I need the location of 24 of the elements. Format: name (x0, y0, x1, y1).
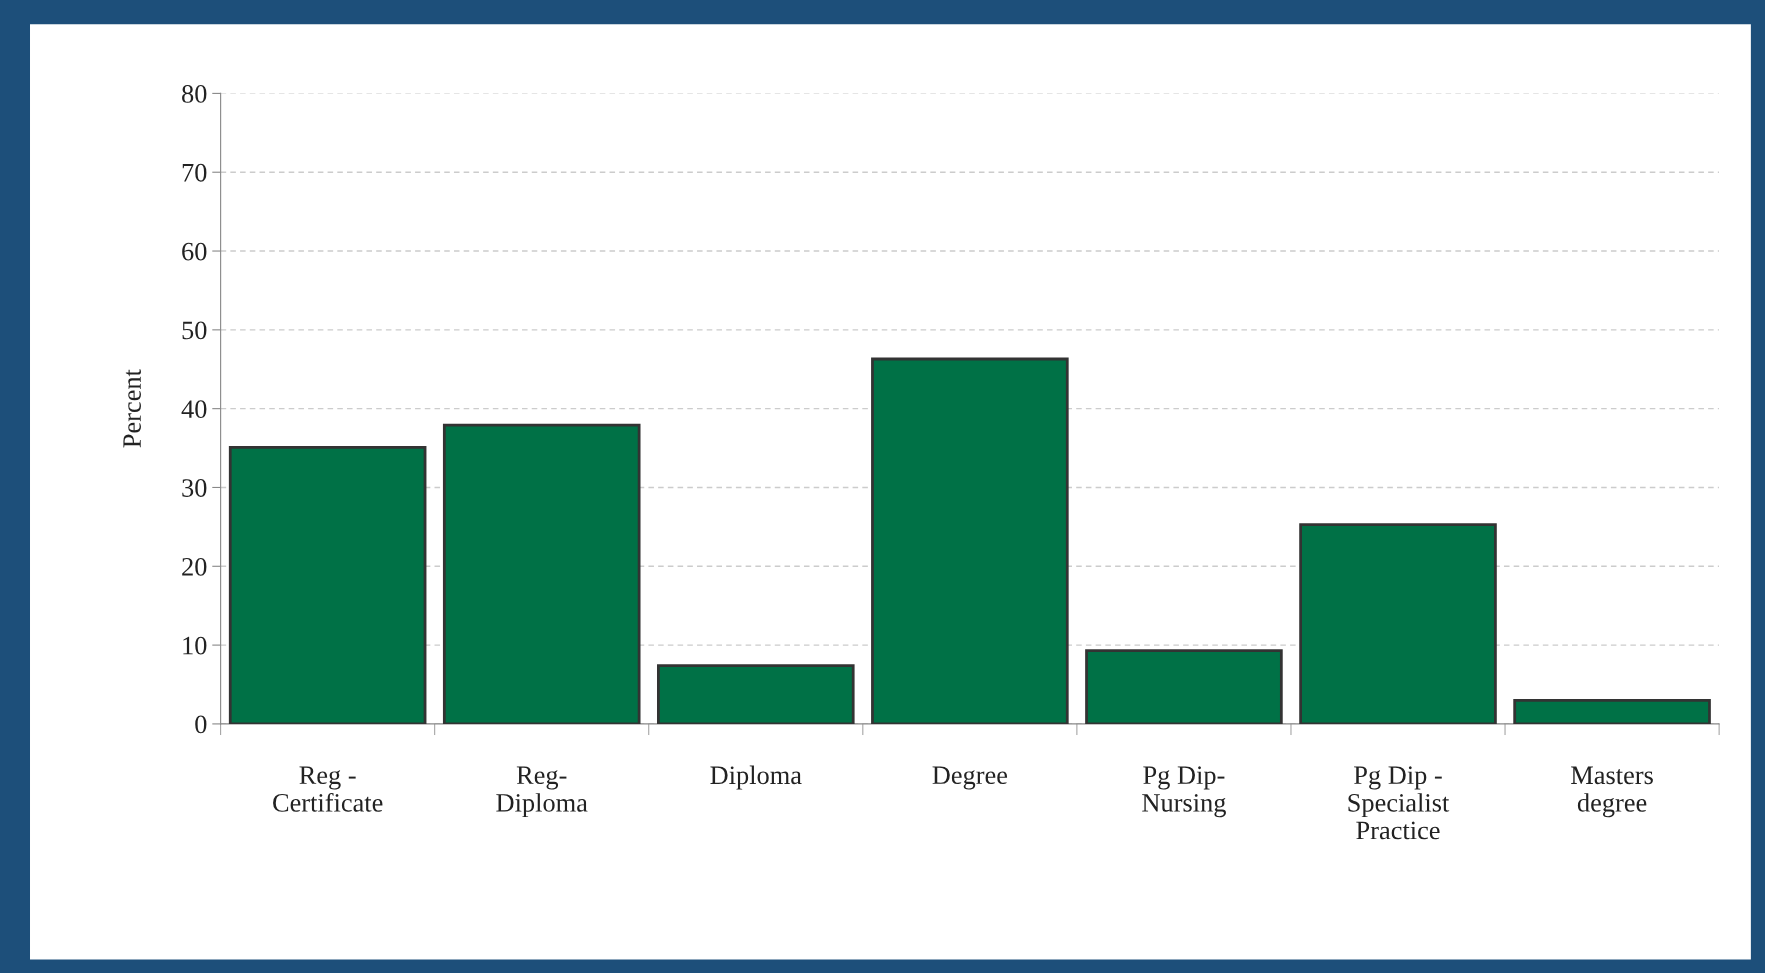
bar (1513, 698, 1711, 724)
x-tick-label: Pg Dip- Nursing (1142, 766, 1226, 818)
bar (1085, 649, 1283, 724)
y-tick-label: 80 (182, 85, 207, 103)
y-tick-label: 60 (182, 242, 207, 261)
bar (228, 445, 427, 724)
y-tick-label: 40 (181, 400, 207, 419)
bar (442, 423, 641, 724)
y-tick-label: 30 (182, 479, 207, 497)
x-tick-label: Masters degree (1571, 766, 1653, 818)
y-tick-label: 0 (195, 715, 207, 734)
x-tick-label: Degree (932, 766, 1008, 790)
y-tick-label: 50 (182, 321, 207, 340)
y-tick-label: 20 (182, 557, 207, 576)
x-tick-label: Diploma (710, 765, 802, 790)
x-tick-label: Reg- Diploma (496, 766, 588, 818)
x-tick-label: Reg - Certificate (273, 766, 383, 812)
bar (871, 357, 1069, 724)
x-tick-label: Pg Dip - Specialist Practice (1348, 766, 1450, 840)
y-axis-title: Percent (123, 369, 141, 448)
y-tick-label: 70 (182, 163, 207, 182)
bar (657, 664, 855, 724)
bar (1299, 523, 1497, 724)
y-tick-label: 10 (183, 636, 207, 655)
